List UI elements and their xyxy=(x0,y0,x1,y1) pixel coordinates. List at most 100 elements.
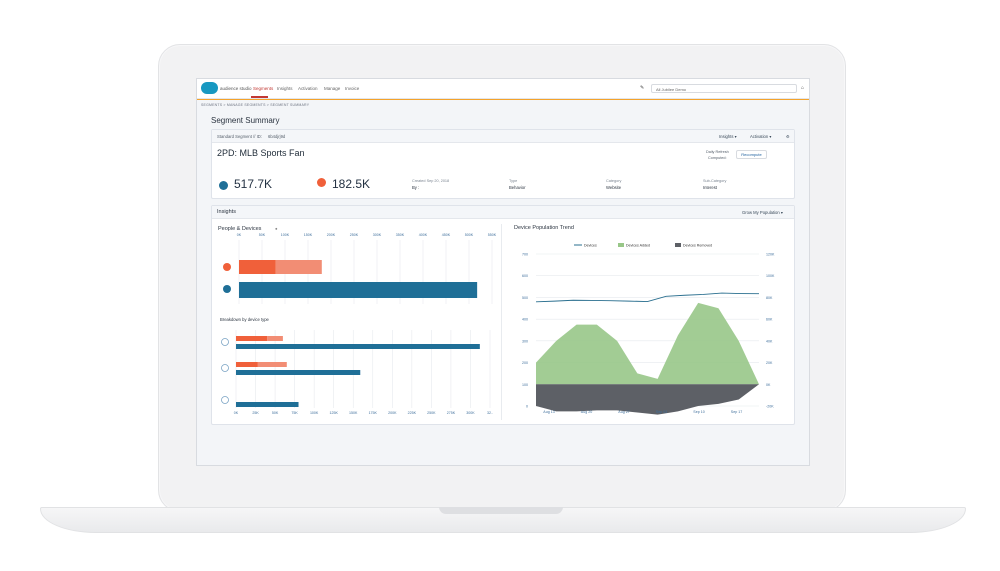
device-icon xyxy=(223,285,231,293)
y-left-tick: 700 xyxy=(522,253,528,257)
x-tick-label: 32.. xyxy=(487,411,493,415)
devices-removed-area xyxy=(536,384,759,415)
breadcrumb[interactable]: SEGMENTS > MANAGE SEGMENTS > SEGMENT SUM… xyxy=(201,103,310,107)
subcategory-value: Interest xyxy=(703,185,717,190)
bar xyxy=(239,282,478,298)
app-name: audience studio xyxy=(220,86,252,91)
people-devices-chart: 0K 50K 100K 150K 200K 250K 300K 350K 400K 450K 500… xyxy=(221,233,497,415)
y-right-tick: 40K xyxy=(766,339,773,343)
y-right-tick: 120K xyxy=(766,253,775,257)
x-tick-label: 25K xyxy=(252,411,259,415)
tab-invoice[interactable]: Invoice xyxy=(345,86,360,91)
x-tick-label: 250K xyxy=(350,233,359,237)
legend-devices: Devices xyxy=(584,244,597,248)
info-icon[interactable]: ● xyxy=(275,226,278,231)
panel-divider xyxy=(501,224,502,420)
tab-insights[interactable]: Insights xyxy=(277,86,293,91)
x-tick-label: 200K xyxy=(388,411,397,415)
active-tab-indicator xyxy=(251,96,268,98)
tab-activation[interactable]: Activation xyxy=(298,86,318,91)
segment-summary-card: Standard Segment // ID: 6b4djrj9d Insigh… xyxy=(211,129,795,199)
computed-label: Computed: xyxy=(708,156,727,160)
legend-added: Devices Added xyxy=(626,244,650,248)
people-devices-title: People & Devices xyxy=(218,226,262,232)
people-icon xyxy=(223,263,231,271)
tab-manage[interactable]: Manage xyxy=(324,86,341,91)
grow-population-button[interactable]: Grow My Population ▾ xyxy=(742,210,783,215)
gear-icon[interactable]: ⚙ xyxy=(786,134,790,139)
breakdown-label: Breakdown by device type xyxy=(220,317,269,322)
x-tick-label: 300K xyxy=(466,411,475,415)
x-tick-label: 350K xyxy=(396,233,405,237)
segment-id-value: 6b4djrj9d xyxy=(268,134,286,139)
devices-line xyxy=(535,292,760,303)
subcategory-label: Sub-Category xyxy=(703,179,727,183)
home-icon[interactable]: ⌂ xyxy=(801,85,805,91)
bar xyxy=(236,402,299,407)
bar xyxy=(236,336,268,341)
x-tick-label: 550K xyxy=(488,233,497,237)
y-left-tick: 400 xyxy=(522,318,528,322)
x-tick-label: 300K xyxy=(373,233,382,237)
insights-card: Insights Grow My Population ▾ People & D… xyxy=(211,205,795,425)
x-tick-label: 200K xyxy=(327,233,336,237)
segment-card-header: Standard Segment // ID: 6b4djrj9d Insigh… xyxy=(212,130,794,143)
y-left-tick: 300 xyxy=(522,339,528,343)
x-tick-label: 450K xyxy=(442,233,451,237)
activation-button[interactable]: Activation ▾ xyxy=(750,134,772,139)
x-tick-label: Sep 17 xyxy=(731,410,742,414)
insights-title: Insights xyxy=(217,209,236,215)
legend-removed: Devices Removed xyxy=(683,244,712,248)
segment-name: 2PD: MLB Sports Fan xyxy=(217,148,305,158)
browser-icon xyxy=(221,338,229,346)
x-tick-label: 150K xyxy=(304,233,313,237)
y-left-tick: 600 xyxy=(522,274,528,278)
insights-header: Insights Grow My Population ▾ xyxy=(212,206,794,219)
trend-title: Device Population Trend xyxy=(514,225,574,231)
x-tick-label: Aug 13 xyxy=(543,410,554,414)
x-tick-label: Sep 03 xyxy=(656,410,667,414)
x-tick-label: 100K xyxy=(310,411,319,415)
bar xyxy=(236,370,361,375)
y-left-tick: 200 xyxy=(522,361,528,365)
mobile-icon xyxy=(221,364,229,372)
people-count: 517.7K xyxy=(234,177,273,191)
top-nav: audience studio Segments Insights Activa… xyxy=(197,79,809,99)
y-left-tick: 0 xyxy=(526,405,528,409)
y-right-tick: -20K xyxy=(766,405,774,409)
video-icon xyxy=(221,396,229,404)
x-tick-label: 125K xyxy=(329,411,338,415)
category-value: Website xyxy=(606,185,622,190)
y-left-tick: 500 xyxy=(522,296,528,300)
insights-button[interactable]: Insights ▾ xyxy=(719,134,737,139)
tab-segments[interactable]: Segments xyxy=(253,86,274,91)
device-trend-chart: Devices Devices Added Devices Removed 700 60… xyxy=(522,243,775,415)
y-left-tick: 100 xyxy=(522,383,528,387)
legend-added-swatch xyxy=(618,243,624,247)
recompute-button[interactable]: Recompute xyxy=(736,150,767,159)
account-selector[interactable]: All Jubilee Demo xyxy=(651,84,797,93)
y-right-tick: 60K xyxy=(766,318,773,322)
x-tick-label: 100K xyxy=(281,233,290,237)
bar xyxy=(239,260,276,274)
x-tick-label: Sep 10 xyxy=(693,410,704,414)
segment-id-label: Standard Segment // ID: xyxy=(217,134,262,139)
legend-removed-swatch xyxy=(675,243,681,247)
y-right-tick: 20K xyxy=(766,361,773,365)
bar xyxy=(236,344,480,349)
x-tick-label: 275K xyxy=(447,411,456,415)
x-tick-label: 500K xyxy=(465,233,474,237)
type-label: Type xyxy=(509,179,518,183)
pin-icon[interactable]: ✎ xyxy=(640,85,645,91)
x-tick-label: Aug 20 xyxy=(581,410,592,414)
x-tick-label: 150K xyxy=(349,411,358,415)
bar xyxy=(236,362,258,367)
y-right-tick: 100K xyxy=(766,274,775,278)
people-icon xyxy=(317,178,326,187)
salesforce-logo-icon[interactable] xyxy=(201,82,218,94)
y-right-tick: 80K xyxy=(766,296,773,300)
created-by: By : xyxy=(412,185,420,190)
bar xyxy=(267,336,283,341)
x-tick-label: 50K xyxy=(259,233,266,237)
devices-count: 182.5K xyxy=(332,177,371,191)
